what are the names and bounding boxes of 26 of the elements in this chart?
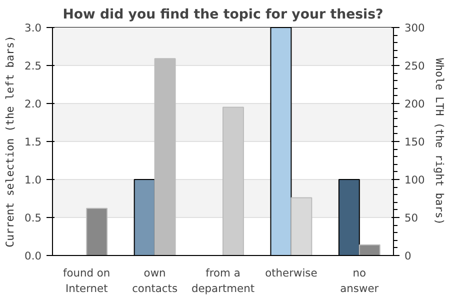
y2-tick-label: 250 xyxy=(404,60,426,72)
y-axis-title: Current selection (the left bars) xyxy=(4,36,17,248)
y2-tick-label: 300 xyxy=(404,22,426,34)
x-tick-label: otherwise xyxy=(265,266,318,280)
bar xyxy=(86,208,108,256)
y-tick-label: 0.5 xyxy=(24,212,42,224)
x-tick-label: found on Internet xyxy=(63,266,110,296)
y-tick-label: 1.5 xyxy=(24,136,42,148)
x-tick-label: no answer xyxy=(340,266,380,296)
y2-tick-label: 150 xyxy=(404,136,426,148)
y2-tick-label: 200 xyxy=(404,98,426,110)
y-tick-label: 3.0 xyxy=(24,22,42,34)
y2-tick-label: 50 xyxy=(404,212,418,224)
y2-tick-label: 0 xyxy=(404,250,412,262)
bar xyxy=(358,244,380,256)
bar xyxy=(154,58,176,256)
bar xyxy=(222,106,244,256)
y-tick-label: 2.0 xyxy=(24,98,42,110)
x-tick-label: from a department xyxy=(191,266,255,296)
y2-axis-title: Whole LTH (the right bars) xyxy=(432,58,446,225)
y2-tick-label: 100 xyxy=(404,174,426,186)
chart-title: How did you find the topic for your thesis? xyxy=(62,8,384,22)
y-tick-label: 1.0 xyxy=(24,174,42,186)
y-tick-label: 0.0 xyxy=(24,250,42,262)
y-tick-label: 2.5 xyxy=(24,60,42,72)
x-tick-label: own contacts xyxy=(132,266,178,296)
